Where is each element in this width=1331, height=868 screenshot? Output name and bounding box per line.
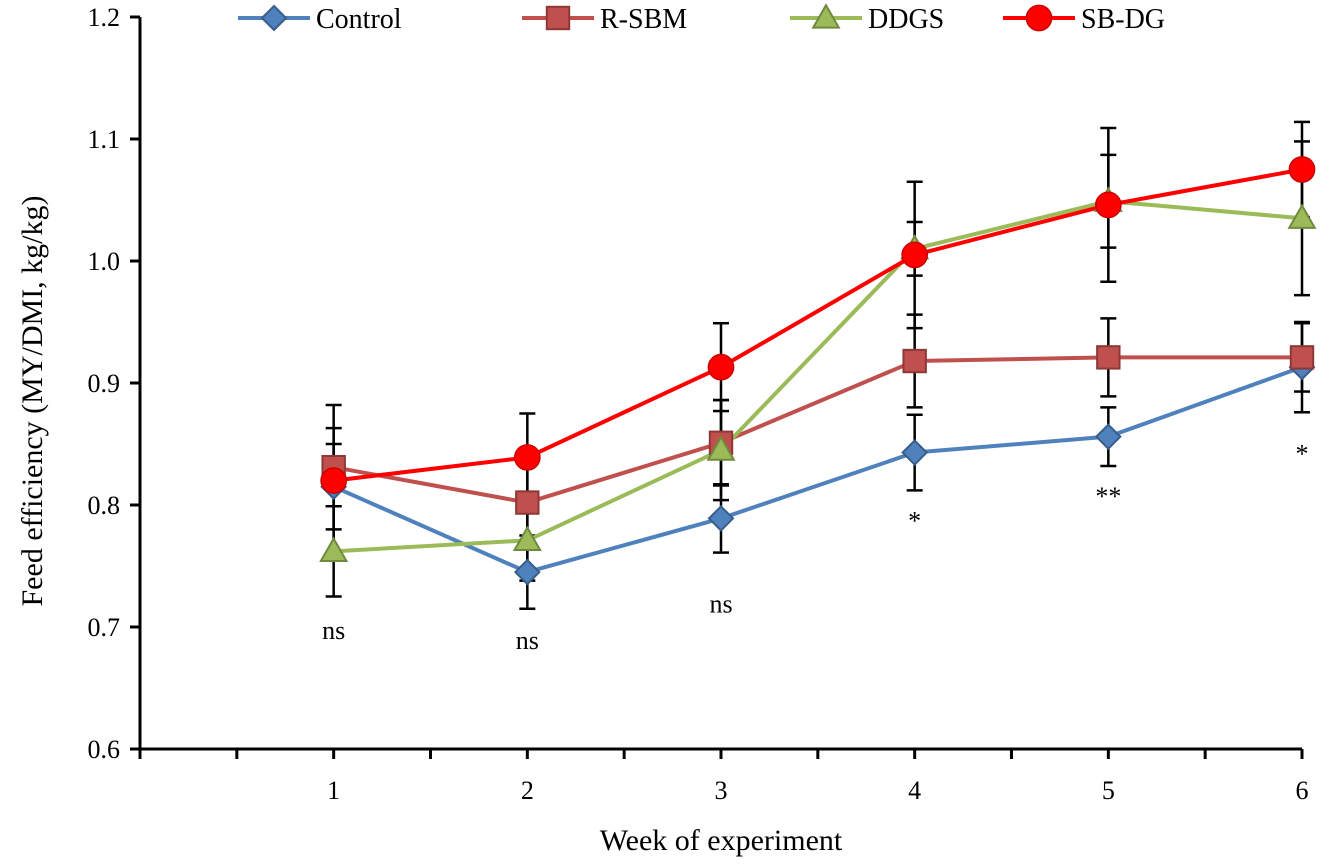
y-tick-label: 0.9 (88, 369, 121, 398)
y-axis-title: Feed efficiency (MY/DMI, kg/kg) (16, 195, 49, 606)
data-point-r-sbm (515, 490, 540, 515)
series-line-control (332, 365, 1303, 575)
data-point-ddgs (706, 435, 736, 461)
x-tick-label: 2 (521, 776, 534, 805)
significance-label: * (1296, 439, 1309, 468)
y-tick-label: 1.2 (88, 3, 121, 32)
data-point-sb-dg (1094, 191, 1122, 219)
legend-marker-sb-dg (1025, 4, 1053, 32)
significance-label: ns (322, 616, 345, 645)
significance-label: ns (516, 626, 539, 655)
x-tick-label: 6 (1296, 776, 1309, 805)
y-tick-label: 1.1 (88, 125, 121, 154)
y-tick-label: 1.0 (88, 247, 121, 276)
data-point-r-sbm (1096, 345, 1121, 370)
y-ticks: 0.6 0.7 0.8 0.9 1.0 1.1 1.2 (88, 3, 140, 764)
x-ticks: 1 2 3 4 5 6 (138, 749, 1309, 805)
legend-label-r-sbm: R-SBM (600, 4, 687, 35)
series-line-ddgs (333, 199, 1303, 554)
legend: Control R-SBM DDGS SB-DG (238, 3, 1165, 35)
x-tick-label: 1 (327, 776, 340, 805)
data-point-sb-dg (513, 444, 541, 471)
data-point-ddgs (512, 525, 542, 551)
data-point-control (1094, 423, 1122, 451)
y-tick-label: 0.7 (88, 613, 121, 642)
x-axis-title: Week of experiment (600, 824, 843, 857)
significance-label: ns (709, 589, 732, 618)
data-point-control (707, 505, 735, 532)
series (319, 120, 1317, 610)
x-tick-label: 3 (715, 776, 728, 805)
legend-label-sb-dg: SB-DG (1081, 4, 1165, 35)
data-point-sb-dg (1288, 156, 1316, 183)
data-point-r-sbm (902, 348, 927, 374)
data-point-control (901, 439, 929, 466)
data-point-ddgs (1287, 203, 1317, 229)
significance-label: * (908, 506, 921, 535)
y-tick-label: 0.6 (88, 735, 121, 764)
legend-marker-ddgs (811, 3, 841, 29)
legend-marker-control (260, 4, 288, 32)
legend-marker-r-sbm (545, 5, 571, 31)
x-tick-label: 5 (1102, 776, 1115, 805)
series-line-sb-dg (333, 167, 1303, 483)
data-point-ddgs (319, 536, 349, 562)
data-point-sb-dg (320, 467, 348, 494)
series-line-r-sbm (333, 355, 1302, 505)
legend-label-control: Control (316, 4, 402, 35)
data-point-sb-dg (901, 241, 929, 269)
x-tick-label: 4 (908, 776, 921, 805)
axes: 0.6 0.7 0.8 0.9 1.0 1.1 1.2 1 2 3 4 5 6 (88, 3, 1309, 805)
y-tick-label: 0.8 (88, 491, 121, 520)
legend-label-ddgs: DDGS (868, 4, 944, 35)
data-point-control (513, 558, 541, 586)
significance-label: ** (1095, 482, 1121, 511)
data-point-sb-dg (707, 353, 735, 381)
data-point-r-sbm (1289, 345, 1315, 370)
